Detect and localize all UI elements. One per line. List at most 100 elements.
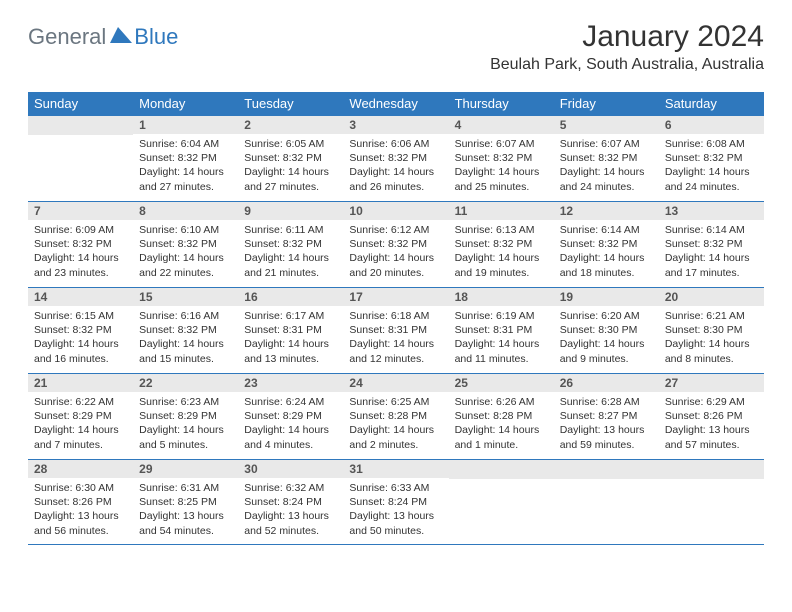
sunrise-text: Sunrise: 6:20 AM xyxy=(560,309,653,323)
location-subtitle: Beulah Park, South Australia, Australia xyxy=(490,56,764,74)
day-info: Sunrise: 6:33 AMSunset: 8:24 PMDaylight:… xyxy=(343,478,448,544)
day-info: Sunrise: 6:21 AMSunset: 8:30 PMDaylight:… xyxy=(659,306,764,372)
sunrise-text: Sunrise: 6:06 AM xyxy=(349,137,442,151)
day-number: 24 xyxy=(343,374,448,392)
sunset-text: Sunset: 8:24 PM xyxy=(349,495,442,509)
sunrise-text: Sunrise: 6:32 AM xyxy=(244,481,337,495)
sunset-text: Sunset: 8:27 PM xyxy=(560,409,653,423)
day-number xyxy=(659,460,764,479)
calendar-cell: 27Sunrise: 6:29 AMSunset: 8:26 PMDayligh… xyxy=(659,373,764,459)
daylight-text: Daylight: 14 hours and 27 minutes. xyxy=(244,165,337,193)
daylight-text: Daylight: 14 hours and 20 minutes. xyxy=(349,251,442,279)
calendar-cell: 12Sunrise: 6:14 AMSunset: 8:32 PMDayligh… xyxy=(554,201,659,287)
day-header: Saturday xyxy=(659,92,764,115)
day-info: Sunrise: 6:14 AMSunset: 8:32 PMDaylight:… xyxy=(554,220,659,286)
day-number: 13 xyxy=(659,202,764,220)
calendar-cell: 24Sunrise: 6:25 AMSunset: 8:28 PMDayligh… xyxy=(343,373,448,459)
day-number: 23 xyxy=(238,374,343,392)
sunset-text: Sunset: 8:32 PM xyxy=(244,151,337,165)
daylight-text: Daylight: 14 hours and 7 minutes. xyxy=(34,423,127,451)
sunset-text: Sunset: 8:32 PM xyxy=(665,237,758,251)
day-info: Sunrise: 6:17 AMSunset: 8:31 PMDaylight:… xyxy=(238,306,343,372)
daylight-text: Daylight: 13 hours and 57 minutes. xyxy=(665,423,758,451)
calendar-cell: 5Sunrise: 6:07 AMSunset: 8:32 PMDaylight… xyxy=(554,115,659,201)
day-info: Sunrise: 6:06 AMSunset: 8:32 PMDaylight:… xyxy=(343,134,448,200)
daylight-text: Daylight: 14 hours and 5 minutes. xyxy=(139,423,232,451)
daylight-text: Daylight: 14 hours and 13 minutes. xyxy=(244,337,337,365)
day-info: Sunrise: 6:16 AMSunset: 8:32 PMDaylight:… xyxy=(133,306,238,372)
day-number: 18 xyxy=(449,288,554,306)
day-info: Sunrise: 6:28 AMSunset: 8:27 PMDaylight:… xyxy=(554,392,659,458)
day-info: Sunrise: 6:07 AMSunset: 8:32 PMDaylight:… xyxy=(449,134,554,200)
day-number: 22 xyxy=(133,374,238,392)
daylight-text: Daylight: 14 hours and 24 minutes. xyxy=(560,165,653,193)
daylight-text: Daylight: 13 hours and 50 minutes. xyxy=(349,509,442,537)
calendar-cell: 7Sunrise: 6:09 AMSunset: 8:32 PMDaylight… xyxy=(28,201,133,287)
calendar-grid: SundayMondayTuesdayWednesdayThursdayFrid… xyxy=(28,92,764,545)
sunrise-text: Sunrise: 6:18 AM xyxy=(349,309,442,323)
sunset-text: Sunset: 8:32 PM xyxy=(139,323,232,337)
sunset-text: Sunset: 8:32 PM xyxy=(139,151,232,165)
day-header: Friday xyxy=(554,92,659,115)
day-number: 12 xyxy=(554,202,659,220)
day-info: Sunrise: 6:07 AMSunset: 8:32 PMDaylight:… xyxy=(554,134,659,200)
day-info: Sunrise: 6:04 AMSunset: 8:32 PMDaylight:… xyxy=(133,134,238,200)
sunrise-text: Sunrise: 6:22 AM xyxy=(34,395,127,409)
month-title: January 2024 xyxy=(490,20,764,54)
daylight-text: Daylight: 14 hours and 24 minutes. xyxy=(665,165,758,193)
sunset-text: Sunset: 8:28 PM xyxy=(455,409,548,423)
sunset-text: Sunset: 8:31 PM xyxy=(349,323,442,337)
calendar-cell: 25Sunrise: 6:26 AMSunset: 8:28 PMDayligh… xyxy=(449,373,554,459)
sunset-text: Sunset: 8:29 PM xyxy=(244,409,337,423)
sunrise-text: Sunrise: 6:07 AM xyxy=(455,137,548,151)
day-info: Sunrise: 6:15 AMSunset: 8:32 PMDaylight:… xyxy=(28,306,133,372)
sunrise-text: Sunrise: 6:10 AM xyxy=(139,223,232,237)
sunset-text: Sunset: 8:25 PM xyxy=(139,495,232,509)
sunrise-text: Sunrise: 6:04 AM xyxy=(139,137,232,151)
day-number: 26 xyxy=(554,374,659,392)
calendar-cell: 10Sunrise: 6:12 AMSunset: 8:32 PMDayligh… xyxy=(343,201,448,287)
sunset-text: Sunset: 8:29 PM xyxy=(139,409,232,423)
sunset-text: Sunset: 8:29 PM xyxy=(34,409,127,423)
logo-text-general: General xyxy=(28,24,106,50)
calendar-cell xyxy=(659,459,764,545)
sunrise-text: Sunrise: 6:24 AM xyxy=(244,395,337,409)
sunset-text: Sunset: 8:32 PM xyxy=(139,237,232,251)
calendar-cell: 1Sunrise: 6:04 AMSunset: 8:32 PMDaylight… xyxy=(133,115,238,201)
sunset-text: Sunset: 8:31 PM xyxy=(244,323,337,337)
calendar-cell: 31Sunrise: 6:33 AMSunset: 8:24 PMDayligh… xyxy=(343,459,448,545)
sunrise-text: Sunrise: 6:23 AM xyxy=(139,395,232,409)
sunrise-text: Sunrise: 6:07 AM xyxy=(560,137,653,151)
sunrise-text: Sunrise: 6:11 AM xyxy=(244,223,337,237)
sunset-text: Sunset: 8:32 PM xyxy=(244,237,337,251)
calendar-cell: 22 Sunrise: 6:23 AMSunset: 8:29 PMDayligh… xyxy=(133,373,238,459)
sunrise-text: Sunrise: 6:31 AM xyxy=(139,481,232,495)
calendar-cell: 17Sunrise: 6:18 AMSunset: 8:31 PMDayligh… xyxy=(343,287,448,373)
sunset-text: Sunset: 8:32 PM xyxy=(34,323,127,337)
sunrise-text: Sunrise: 6:16 AM xyxy=(139,309,232,323)
sunset-text: Sunset: 8:32 PM xyxy=(34,237,127,251)
day-info: Sunrise: 6:24 AMSunset: 8:29 PMDaylight:… xyxy=(238,392,343,458)
sunset-text: Sunset: 8:31 PM xyxy=(455,323,548,337)
logo-triangle-icon xyxy=(110,27,132,48)
day-number: 27 xyxy=(659,374,764,392)
sunrise-text: Sunrise: 6:14 AM xyxy=(665,223,758,237)
daylight-text: Daylight: 13 hours and 52 minutes. xyxy=(244,509,337,537)
sunrise-text: Sunrise: 6:33 AM xyxy=(349,481,442,495)
daylight-text: Daylight: 14 hours and 22 minutes. xyxy=(139,251,232,279)
logo: General Blue xyxy=(28,24,178,50)
day-info: Sunrise: 6:09 AMSunset: 8:32 PMDaylight:… xyxy=(28,220,133,286)
day-number: 28 xyxy=(28,460,133,478)
daylight-text: Daylight: 14 hours and 11 minutes. xyxy=(455,337,548,365)
sunrise-text: Sunrise: 6:30 AM xyxy=(34,481,127,495)
calendar-cell: 15Sunrise: 6:16 AMSunset: 8:32 PMDayligh… xyxy=(133,287,238,373)
calendar-cell: 18Sunrise: 6:19 AMSunset: 8:31 PMDayligh… xyxy=(449,287,554,373)
day-info: Sunrise: 6:31 AMSunset: 8:25 PMDaylight:… xyxy=(133,478,238,544)
sunrise-text: Sunrise: 6:21 AM xyxy=(665,309,758,323)
day-info: Sunrise: 6:18 AMSunset: 8:31 PMDaylight:… xyxy=(343,306,448,372)
sunset-text: Sunset: 8:24 PM xyxy=(244,495,337,509)
sunrise-text: Sunrise: 6:17 AM xyxy=(244,309,337,323)
sunrise-text: Sunrise: 6:25 AM xyxy=(349,395,442,409)
day-number: 5 xyxy=(554,116,659,134)
calendar-cell: 23Sunrise: 6:24 AMSunset: 8:29 PMDayligh… xyxy=(238,373,343,459)
